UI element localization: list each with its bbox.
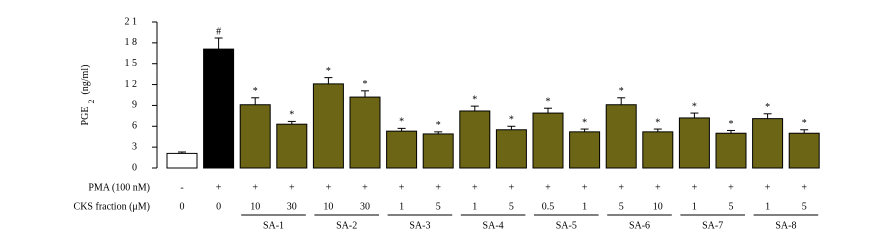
row-cell: 30 bbox=[287, 201, 297, 212]
significance-mark: * bbox=[289, 110, 294, 121]
row-cell: 10 bbox=[653, 201, 663, 212]
row-cell: 10 bbox=[323, 201, 333, 212]
row-cell: - bbox=[180, 182, 183, 193]
significance-mark: * bbox=[765, 102, 770, 113]
bar bbox=[239, 104, 271, 169]
bar bbox=[532, 112, 564, 169]
row-cell: 30 bbox=[360, 201, 370, 212]
row-cell: 5 bbox=[802, 201, 807, 212]
significance-mark: * bbox=[399, 117, 404, 128]
bar bbox=[605, 104, 637, 169]
group-label: SA-8 bbox=[775, 220, 796, 231]
row-cell: 1 bbox=[692, 201, 697, 212]
row-cell: 5 bbox=[436, 201, 441, 212]
significance-mark: * bbox=[619, 86, 624, 97]
significance-mark: * bbox=[472, 94, 477, 105]
significance-mark: * bbox=[363, 79, 368, 90]
row-cell: + bbox=[728, 182, 734, 193]
row-cell: + bbox=[362, 182, 368, 193]
row-cell: 5 bbox=[509, 201, 514, 212]
y-tick-label: 3 bbox=[132, 141, 137, 152]
group-label: SA-6 bbox=[629, 220, 650, 231]
row-cell: + bbox=[801, 182, 807, 193]
bar bbox=[276, 123, 308, 169]
row-cell: + bbox=[618, 182, 624, 193]
bar bbox=[459, 110, 491, 169]
y-tick-label: 6 bbox=[132, 121, 137, 132]
row-cell: + bbox=[692, 182, 698, 193]
row-cell: 10 bbox=[250, 201, 260, 212]
y-label-unit: (ng/ml) bbox=[80, 65, 91, 95]
y-tick-label: 9 bbox=[132, 100, 137, 111]
row-cell: 0.5 bbox=[542, 201, 555, 212]
group-label: SA-7 bbox=[702, 220, 723, 231]
y-tick-label: 1 5 bbox=[125, 58, 138, 69]
bar bbox=[715, 132, 747, 169]
y-tick-label: 0 bbox=[132, 162, 137, 173]
bar bbox=[642, 131, 674, 169]
significance-mark: * bbox=[546, 97, 551, 108]
group-label: SA-2 bbox=[336, 220, 357, 231]
bar bbox=[166, 152, 198, 169]
row-cell: + bbox=[765, 182, 771, 193]
y-label-sub: 2 bbox=[87, 100, 96, 104]
row-cell: 5 bbox=[729, 201, 734, 212]
row-label: PMA (100 nM) bbox=[88, 182, 150, 193]
bar bbox=[422, 133, 454, 169]
y-tick-label: 1 8 bbox=[125, 37, 138, 48]
significance-mark: * bbox=[802, 118, 807, 129]
row-cell: 0 bbox=[216, 201, 221, 212]
row-cell: 1 bbox=[472, 201, 477, 212]
bar bbox=[678, 117, 710, 169]
row-cell: 0 bbox=[180, 201, 185, 212]
row-cell: + bbox=[216, 182, 222, 193]
y-axis-label: PGE 2 (ng/ml) bbox=[80, 65, 96, 126]
group-label: SA-5 bbox=[556, 220, 577, 231]
row-cell: + bbox=[435, 182, 441, 193]
bar bbox=[203, 48, 235, 169]
row-cell: + bbox=[472, 182, 478, 193]
row-cell: + bbox=[582, 182, 588, 193]
significance-mark: * bbox=[326, 66, 331, 77]
bar bbox=[569, 131, 601, 169]
significance-mark: * bbox=[436, 120, 441, 131]
significance-mark: * bbox=[655, 117, 660, 128]
bar bbox=[752, 118, 784, 169]
significance-mark: * bbox=[509, 115, 514, 126]
significance-mark: # bbox=[216, 26, 221, 37]
bar bbox=[788, 132, 820, 169]
y-tick-label: 1 2 bbox=[125, 79, 138, 90]
significance-mark: * bbox=[692, 101, 697, 112]
row-cell: + bbox=[289, 182, 295, 193]
significance-mark: * bbox=[253, 86, 258, 97]
row-label: CKS fraction (μM) bbox=[74, 201, 150, 212]
row-cell: + bbox=[509, 182, 515, 193]
significance-mark: * bbox=[729, 119, 734, 130]
y-label-main: PGE bbox=[80, 107, 91, 126]
row-cell: 5 bbox=[619, 201, 624, 212]
bar bbox=[312, 83, 344, 169]
row-cell: + bbox=[545, 182, 551, 193]
row-cell: 1 bbox=[765, 201, 770, 212]
group-label: SA-4 bbox=[483, 220, 504, 231]
row-cell: 1 bbox=[582, 201, 587, 212]
bar bbox=[386, 130, 418, 169]
row-cell: + bbox=[252, 182, 258, 193]
row-cell: + bbox=[655, 182, 661, 193]
row-cell: + bbox=[399, 182, 405, 193]
bar bbox=[495, 129, 527, 169]
row-cell: + bbox=[326, 182, 332, 193]
bar bbox=[349, 96, 381, 169]
row-cell: 1 bbox=[399, 201, 404, 212]
y-tick-label: 2 1 bbox=[125, 16, 138, 27]
group-label: SA-1 bbox=[263, 220, 284, 231]
significance-mark: * bbox=[582, 117, 587, 128]
group-label: SA-3 bbox=[409, 220, 430, 231]
